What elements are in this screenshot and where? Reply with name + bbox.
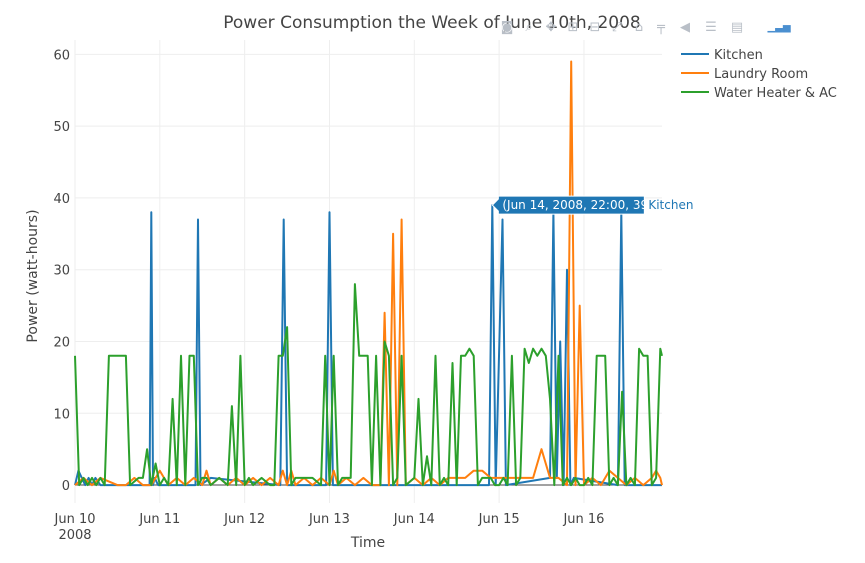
edit-icon[interactable]: ▤ — [730, 20, 744, 35]
series-line-2 — [74, 283, 663, 487]
x-tick-label: Jun 15 — [478, 512, 520, 527]
zoom-icon[interactable]: ⌕ — [525, 20, 533, 35]
zoom-out-icon[interactable]: ⊟ — [589, 20, 601, 35]
pan-icon[interactable]: ✥ — [545, 20, 557, 35]
y-tick-label: 10 — [53, 407, 70, 422]
x-tick-label: Jun 13 — [308, 512, 350, 527]
x-tick-label: Jun 14 — [393, 512, 435, 527]
zoom-in-icon[interactable]: ⊞ — [567, 20, 579, 35]
home-icon[interactable]: ⌂ — [634, 20, 644, 35]
y-tick-label: 30 — [53, 264, 70, 279]
hover-label: (Jun 14, 2008, 22:00, 39)Kitchen — [491, 195, 693, 215]
legend-label: Kitchen — [714, 48, 763, 63]
x-tick-sublabel: 2008 — [58, 528, 91, 543]
y-tick-label: 20 — [53, 335, 70, 350]
autoscale-icon[interactable]: ⤢ — [611, 20, 623, 35]
y-tick-label: 50 — [53, 120, 70, 135]
legend-item[interactable]: Kitchen — [681, 48, 763, 63]
hover-box — [491, 195, 645, 215]
spike-icon[interactable]: ╤ — [657, 20, 665, 35]
legend-label: Laundry Room — [714, 67, 808, 82]
y-tick-label: 0 — [62, 479, 70, 494]
x-tick-label: Jun 16 — [562, 512, 604, 527]
x-tick-label: Jun 10 — [54, 512, 96, 527]
x-tick-label: Jun 11 — [138, 512, 180, 527]
camera-icon[interactable]: ◙ — [500, 20, 514, 35]
series-layer — [74, 60, 663, 487]
legend[interactable]: Kitchen Laundry Room Water Heater & AC — [681, 48, 837, 101]
x-axis-label: Time — [350, 535, 385, 551]
y-tick-labels: 0 10 20 30 40 50 60 — [53, 48, 70, 494]
hover-series-name: Kitchen — [648, 198, 693, 212]
chart-title: Power Consumption the Week of June 10th,… — [223, 13, 640, 33]
plotly-logo-icon[interactable]: ▁▃▅ — [767, 22, 791, 33]
legend-label: Water Heater & AC — [714, 86, 837, 101]
modebar: ◙ ⌕ ✥ ⊞ ⊟ ⤢ ⌂ ╤ ◀ ☰ ▤ ▁▃▅ — [498, 17, 792, 39]
x-tick-label: Jun 12 — [223, 512, 265, 527]
hover-compare-icon[interactable]: ☰ — [705, 20, 717, 35]
y-axis-label: Power (watt-hours) — [25, 209, 41, 342]
hover-value-text: (Jun 14, 2008, 22:00, 39) — [502, 198, 652, 212]
legend-item[interactable]: Laundry Room — [681, 67, 808, 82]
hover-closest-icon[interactable]: ◀ — [680, 20, 690, 35]
y-tick-label: 40 — [53, 192, 70, 207]
y-tick-label: 60 — [53, 48, 70, 63]
legend-item[interactable]: Water Heater & AC — [681, 86, 837, 101]
